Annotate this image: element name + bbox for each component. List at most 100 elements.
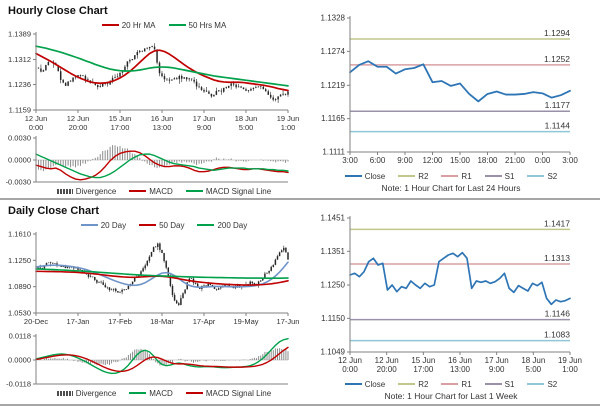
line-swatch xyxy=(129,190,147,192)
svg-text:21:00: 21:00 xyxy=(505,156,526,165)
line-swatch xyxy=(344,175,362,177)
line-swatch xyxy=(101,24,119,26)
svg-text:1.1250: 1.1250 xyxy=(321,281,346,290)
legend-item-close: Close xyxy=(344,379,386,389)
daily-ma-legend: 20 Day 50 Day 200 Day xyxy=(0,219,302,231)
legend-label: S1 xyxy=(504,379,515,389)
legend-item-close: Close xyxy=(344,171,386,181)
legend-label: Close xyxy=(364,171,386,181)
hourly-title: Hourly Close Chart xyxy=(8,5,108,17)
svg-text:17-Jun: 17-Jun xyxy=(277,317,300,326)
line-swatch xyxy=(484,175,502,177)
hourly-macd-chart: 0.0030 0.0000 -0.0030 xyxy=(6,135,289,185)
svg-text:1.1312: 1.1312 xyxy=(8,55,31,64)
svg-text:18-Mar: 18-Mar xyxy=(150,317,174,326)
line-swatch xyxy=(344,383,362,385)
legend-label: Divergence xyxy=(75,388,117,398)
legend-item-macd: MACD xyxy=(129,187,173,196)
line-swatch xyxy=(80,224,98,226)
legend-label: S2 xyxy=(547,171,558,181)
svg-text:1.1049: 1.1049 xyxy=(321,348,346,357)
legend-item-r2: R2 xyxy=(398,380,428,389)
svg-text:1.1219: 1.1219 xyxy=(321,81,346,90)
legend-item-macd-signal: MACD Signal Line xyxy=(185,389,271,398)
lastweek-legend: Close R2 R1 S1 S2 xyxy=(302,378,600,390)
bars-swatch xyxy=(56,188,73,194)
legend-label: MACD Signal Line xyxy=(205,186,272,196)
legend-item-r1: R1 xyxy=(441,172,472,181)
legend-label: R2 xyxy=(418,379,429,389)
svg-text:9:00: 9:00 xyxy=(397,156,413,165)
svg-text:1.1274: 1.1274 xyxy=(321,47,346,56)
legend-item-divergence: Divergence xyxy=(56,388,117,398)
svg-text:19-May: 19-May xyxy=(233,317,258,326)
line-swatch xyxy=(185,190,203,192)
line-swatch xyxy=(398,383,416,385)
svg-text:1.1389: 1.1389 xyxy=(8,31,31,39)
legend-item-r1: R1 xyxy=(441,380,472,389)
line-swatch xyxy=(168,24,186,26)
legend-item-s1: S1 xyxy=(484,379,515,389)
legend-label: 50 Day xyxy=(159,220,185,230)
line-swatch xyxy=(527,383,545,385)
legend-item-divergence: Divergence xyxy=(56,187,116,196)
line-swatch xyxy=(398,175,416,177)
legend-label: 50 Hrs MA xyxy=(188,20,227,30)
svg-text:1.1417: 1.1417 xyxy=(544,218,570,228)
hourly-macd-legend: Divergence MACD MACD Signal Line xyxy=(0,185,302,197)
legend-item-r2: R2 xyxy=(398,172,428,181)
lastweek-note: Note: 1 Hour Chart for Last 1 Week xyxy=(384,391,518,401)
line-swatch xyxy=(197,224,215,226)
svg-text:1.1150: 1.1150 xyxy=(321,314,345,323)
svg-text:1.1313: 1.1313 xyxy=(544,253,570,263)
legend-item-200day-ma: 200 Day xyxy=(197,221,247,230)
svg-text:0.0000: 0.0000 xyxy=(8,356,31,365)
legend-label: 200 Day xyxy=(217,220,248,230)
hourly-section: Hourly Close Chart 20 Hr MA 50 Hrs MA 1.… xyxy=(0,0,600,198)
legend-item-50day-ma: 50 Day xyxy=(139,221,184,230)
line-swatch xyxy=(185,392,203,394)
line-swatch xyxy=(129,392,147,394)
legend-item-macd-signal: MACD Signal Line xyxy=(185,186,272,196)
legend-label: S1 xyxy=(504,171,515,181)
svg-text:1.0890: 1.0890 xyxy=(8,282,31,291)
svg-text:0.0118: 0.0118 xyxy=(9,333,31,341)
svg-text:3:00: 3:00 xyxy=(342,156,358,165)
legend-item-s1: S1 xyxy=(484,171,515,181)
svg-text:3:00: 3:00 xyxy=(562,156,578,165)
svg-text:17-Apr: 17-Apr xyxy=(193,317,216,326)
hourly-ma-legend: 20 Hr MA 50 Hrs MA xyxy=(0,19,302,31)
last24h-panel: 1.1328 1.1274 1.1219 1.1165 1.1111 3:00 6:00 9:… xyxy=(302,0,600,198)
svg-text:15:00: 15:00 xyxy=(450,156,471,165)
svg-text:1.1236: 1.1236 xyxy=(8,80,31,89)
section-divider xyxy=(0,198,600,200)
legend-label: Close xyxy=(364,379,386,389)
svg-text:1.1451: 1.1451 xyxy=(321,214,346,223)
daily-left-panel: Daily Close Chart 20 Day 50 Day 200 Day … xyxy=(0,200,302,404)
svg-text:1.1146: 1.1146 xyxy=(545,309,571,319)
svg-text:1.1083: 1.1083 xyxy=(544,330,570,340)
line-swatch xyxy=(441,383,459,385)
svg-text:0.0000: 0.0000 xyxy=(8,156,31,165)
svg-text:0:00: 0:00 xyxy=(535,156,551,165)
legend-label: MACD xyxy=(149,186,173,196)
svg-text:1.1294: 1.1294 xyxy=(544,28,570,38)
line-swatch xyxy=(441,175,459,177)
